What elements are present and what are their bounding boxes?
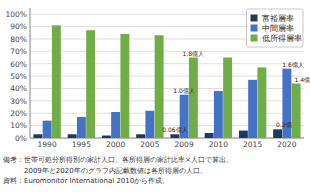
bar xyxy=(136,134,145,138)
legend-label: 中間層率 xyxy=(262,24,294,33)
bar xyxy=(205,133,214,138)
bar xyxy=(86,30,95,138)
bar xyxy=(223,58,232,138)
bar xyxy=(68,134,77,138)
y-tick-label: 0% xyxy=(15,134,27,143)
y-tick-label: 90% xyxy=(10,22,27,31)
y-tick-label: 40% xyxy=(10,84,27,93)
grid-line xyxy=(30,51,304,52)
y-tick-label: 20% xyxy=(10,109,27,118)
grid-line xyxy=(30,63,304,64)
x-tick-label: 2005 xyxy=(140,140,159,149)
annotation: 1.8億人 xyxy=(183,50,205,57)
legend-swatch xyxy=(251,15,258,22)
legend-swatch xyxy=(251,35,258,42)
bar xyxy=(120,34,129,138)
bar xyxy=(248,80,257,138)
bar xyxy=(273,129,282,138)
chart: 0% 10% 20% 30% 40% 50% 60% 70% 80% 90% 100% 1990 199… xyxy=(0,0,310,194)
legend-frame xyxy=(247,9,304,47)
legend-swatch xyxy=(251,25,258,32)
y-tick-label: 30% xyxy=(10,97,27,106)
x-tick-label: 2010 xyxy=(209,140,228,149)
bar xyxy=(33,134,42,138)
note: 2009年と2020年のグラフ内記載数値は各所得層の人口。 xyxy=(3,167,207,175)
grid xyxy=(30,14,304,138)
y-tick-label: 80% xyxy=(10,35,27,44)
bar xyxy=(43,121,52,138)
legend-label: 低所得層率 xyxy=(262,34,302,43)
y-tick-label: 10% xyxy=(10,121,27,130)
bar xyxy=(170,134,179,138)
annotation: 0.2億 xyxy=(276,121,292,128)
bar xyxy=(189,58,198,138)
y-tick-label: 100% xyxy=(6,10,27,19)
x-tick-label: 1990 xyxy=(38,140,57,149)
x-tick-label: 2009 xyxy=(175,140,194,149)
y-axis xyxy=(30,8,31,138)
source: 資料：Euromonitor International 2010から作成。 xyxy=(3,177,169,185)
x-tick-label: 2015 xyxy=(243,140,262,149)
note: 備考：世帯可処分所得別の家計人口。各所得層の家計比率×人口で算出。 xyxy=(3,156,233,164)
annotation: 1.4億 xyxy=(295,76,310,83)
bar xyxy=(214,91,223,138)
bar xyxy=(77,117,86,138)
annotation: 0.06億人 xyxy=(162,126,187,133)
bar xyxy=(111,112,120,138)
bar xyxy=(52,25,61,138)
bar xyxy=(257,67,266,138)
x-tick-label: 2000 xyxy=(106,140,125,149)
x-tick-label: 2020 xyxy=(277,140,296,149)
y-tick-label: 60% xyxy=(10,60,27,69)
bar xyxy=(292,84,301,138)
legend: 富裕層率中間層率低所得層率 xyxy=(247,9,304,47)
bar xyxy=(102,136,111,138)
bar xyxy=(239,131,248,138)
x-tick-label: 1995 xyxy=(72,140,91,149)
annotation: 1.6億人 xyxy=(282,61,304,68)
y-tick-label: 70% xyxy=(10,47,27,56)
y-tick-label: 50% xyxy=(10,72,27,81)
annotation: 1.0億人 xyxy=(173,87,195,94)
bar xyxy=(145,111,154,138)
bar xyxy=(155,35,164,138)
legend-label: 富裕層率 xyxy=(262,14,294,23)
